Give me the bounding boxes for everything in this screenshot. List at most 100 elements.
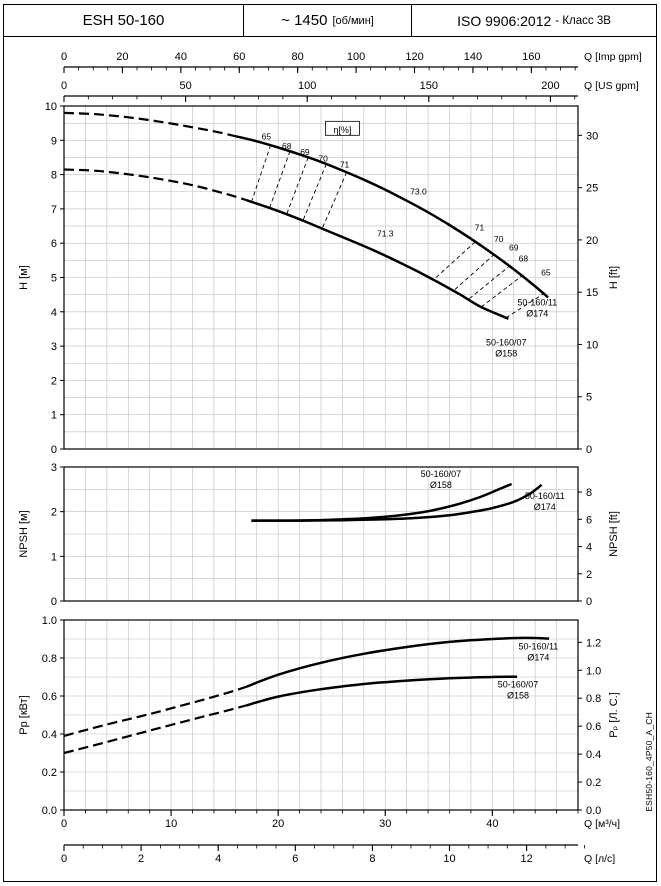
efficiency-label: 71.3 [377,228,394,238]
top-axis-us-gpm: 0 50 100 150 200 Q [US gpm] [61,80,639,102]
tick-label: 10 [443,853,455,865]
tick-label: 120 [405,51,423,63]
curve-label: 50-160/11 [518,641,558,651]
curve-50-160-07-d158-solid [245,198,509,320]
tick-label: 0 [61,853,67,865]
tick-label: 0 [586,596,592,608]
axis-unit-label: Q [л/с] [584,853,615,865]
efficiency-line [468,264,511,300]
curve-label: Ø174 [534,502,556,512]
efficiency-line [250,144,272,203]
efficiency-label: 65 [541,267,551,277]
tick-label: 0 [51,444,57,456]
efficiency-label: 65 [262,132,272,142]
y-axis-label-left: Pp [кВт] [18,695,30,734]
curve-power-50-160-11-d174-dashed [63,685,247,737]
tick-label: 30 [379,818,391,830]
tick-label: 12 [520,853,532,865]
tick-label: 3 [51,462,57,474]
efficiency-line [321,172,348,229]
tick-label: 10 [165,818,177,830]
y-axis-label-left: H [м] [18,265,30,290]
tick-label: 0.2 [42,767,57,779]
tick-label: 25 [586,183,598,195]
curve-label: 50-160/07 [498,679,539,689]
curve-50-160-11-d174-dashed [63,111,236,138]
top-axis-imp-gpm: 0 20 40 60 80 100 120 140 160 Q [Imp gpm] [61,51,642,73]
bottom-axis-lps: 0 2 4 6 8 10 12 Q [л/с] [61,844,615,865]
tick-label: 0 [586,444,592,456]
tick-label: 0.8 [586,693,601,705]
tick-label: 0 [61,51,67,63]
tick-label: 0.4 [586,749,601,761]
axis-unit-label: Q [Imp gpm] [584,51,642,63]
efficiency-line [433,241,476,281]
header: ESH 50-160 ~ 1450 [об/мин] ISO 9906:2012… [3,4,657,37]
eta-label: η[%] [333,125,351,135]
bottom-axis-m3h: 0 10 20 30 40 Q [м³/ч] [61,810,620,830]
tick-label: 8 [369,853,375,865]
curve-label: 50-160/07 [486,337,527,347]
tick-label: 0.8 [42,653,57,665]
pump-model: ESH 50-160 [82,12,165,29]
tick-label: 160 [522,51,540,63]
tick-label: 6 [292,853,298,865]
tick-label: 4 [51,307,57,319]
efficiency-line [286,157,309,215]
chart-power: 0.0 0.2 0.4 0.6 0.8 1.0 0.0 0.2 0.4 0.6 0.8 1.0 1.2 P… [18,615,620,817]
tick-label: 0.6 [42,691,57,703]
tick-label: 50 [179,80,191,92]
tick-label: 10 [45,101,57,113]
efficiency-label: 70 [494,234,504,244]
pump-model-cell: ESH 50-160 [4,5,244,36]
tick-label: 1.0 [42,615,57,627]
efficiency-line [481,274,524,308]
tick-label: 60 [233,51,245,63]
curve-label: Ø158 [430,480,452,490]
efficiency-label: 69 [509,243,519,253]
tick-label: 1 [51,551,57,563]
tick-label: 2 [138,853,144,865]
tick-label: 0 [61,80,67,92]
efficiency-label: 71 [475,223,485,233]
efficiency-label: 71 [340,160,350,170]
tick-label: 20 [272,818,284,830]
tick-label: 0.6 [586,721,601,733]
curve-power-50-160-07-d158-dashed [63,704,247,755]
tick-label: 140 [464,51,482,63]
test-standard-class: - Класс 3В [555,14,611,27]
efficiency-line [453,253,495,291]
drawing-code: ESH50-160_4P50_A_CH [644,712,654,812]
tick-label: 100 [298,80,316,92]
y-axis-label-right: H [ft] [608,266,620,289]
tick-label: 0.0 [42,805,57,817]
curve-50-160-11-d174-solid [235,134,549,299]
curve-label: Ø174 [527,652,549,662]
tick-label: 7 [51,204,57,216]
pump-speed-unit: [об/мин] [332,14,374,27]
efficiency-label: 70 [318,154,328,164]
tick-label: 15 [586,287,598,299]
tick-label: 1 [51,410,57,422]
efficiency-label: 73.0 [410,186,427,196]
curve-label: Ø174 [526,309,548,319]
tick-label: 5 [51,273,57,285]
axis-unit-label: Q [м³/ч] [584,818,620,830]
tick-label: 4 [586,542,592,554]
efficiency-label: 68 [519,254,529,264]
eta-box [325,120,360,136]
plot-frame [63,466,579,602]
curve-label: 50-160/07 [421,469,462,479]
tick-label: 100 [347,51,365,63]
efficiency-label: 68 [282,141,292,151]
tick-label: 3 [51,341,57,353]
y-axis-label-right: NPSH [ft] [608,511,620,557]
tick-label: 6 [586,514,592,526]
tick-label: 150 [420,80,438,92]
curve-50-160-07-d158-dashed [63,168,247,202]
curve-label: Ø158 [507,690,529,700]
tick-label: 30 [586,130,598,142]
tick-label: 8 [51,170,57,182]
